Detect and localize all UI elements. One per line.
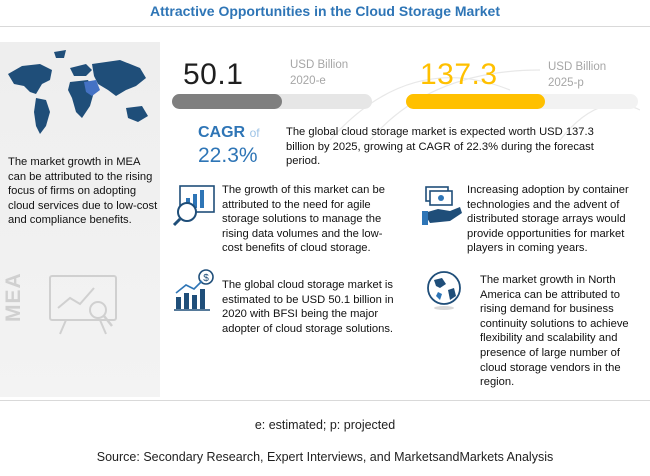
analytics-board-icon xyxy=(49,275,117,335)
market-2025-bar-fill xyxy=(406,94,546,109)
insight-container-adoption: Increasing adoption by container technol… xyxy=(467,184,629,255)
market-2025-value: 137.3 xyxy=(420,58,498,91)
page-title: Attractive Opportunities in the Cloud St… xyxy=(149,3,501,19)
cagr-of: of xyxy=(249,126,260,140)
mea-panel xyxy=(0,42,160,397)
cagr-heading: CAGR of xyxy=(198,124,260,142)
bottom-divider xyxy=(0,400,650,401)
footnote: e: estimated; p: projected xyxy=(254,418,396,432)
market-2020-bar-track xyxy=(172,94,372,109)
market-2025-year: 2025-p xyxy=(548,77,584,89)
world-map-icon xyxy=(8,50,148,134)
money-hand-icon xyxy=(422,186,462,225)
globe-icon xyxy=(427,271,461,310)
analytics-magnifier-icon xyxy=(172,185,215,227)
market-2025-bar-track xyxy=(406,94,638,109)
cagr-description: The global cloud storage market is expec… xyxy=(286,126,594,168)
market-2020-value: 50.1 xyxy=(183,58,244,91)
cagr-label: CAGR xyxy=(198,124,246,141)
insight-north-america: The market growth in North America can b… xyxy=(480,274,629,389)
dollar-bar-chart-icon: $ xyxy=(174,269,214,311)
region-label: MEA xyxy=(2,272,25,322)
market-2025-unit: USD Billion xyxy=(548,61,607,73)
market-2020-year: 2020-e xyxy=(290,75,326,87)
market-2020-bar-fill xyxy=(172,94,282,109)
top-divider xyxy=(0,26,650,27)
svg-text:$: $ xyxy=(203,273,209,284)
source-note: Source: Secondary Research, Expert Inter… xyxy=(96,450,554,464)
insight-agile-storage: The growth of this market can be attribu… xyxy=(222,184,385,255)
insight-market-estimate: The global cloud storage market is estim… xyxy=(222,279,394,335)
mea-description: The market growth in MEA can be attribut… xyxy=(8,156,158,227)
market-2020-unit: USD Billion xyxy=(290,59,349,71)
cagr-value: 22.3% xyxy=(198,144,258,167)
